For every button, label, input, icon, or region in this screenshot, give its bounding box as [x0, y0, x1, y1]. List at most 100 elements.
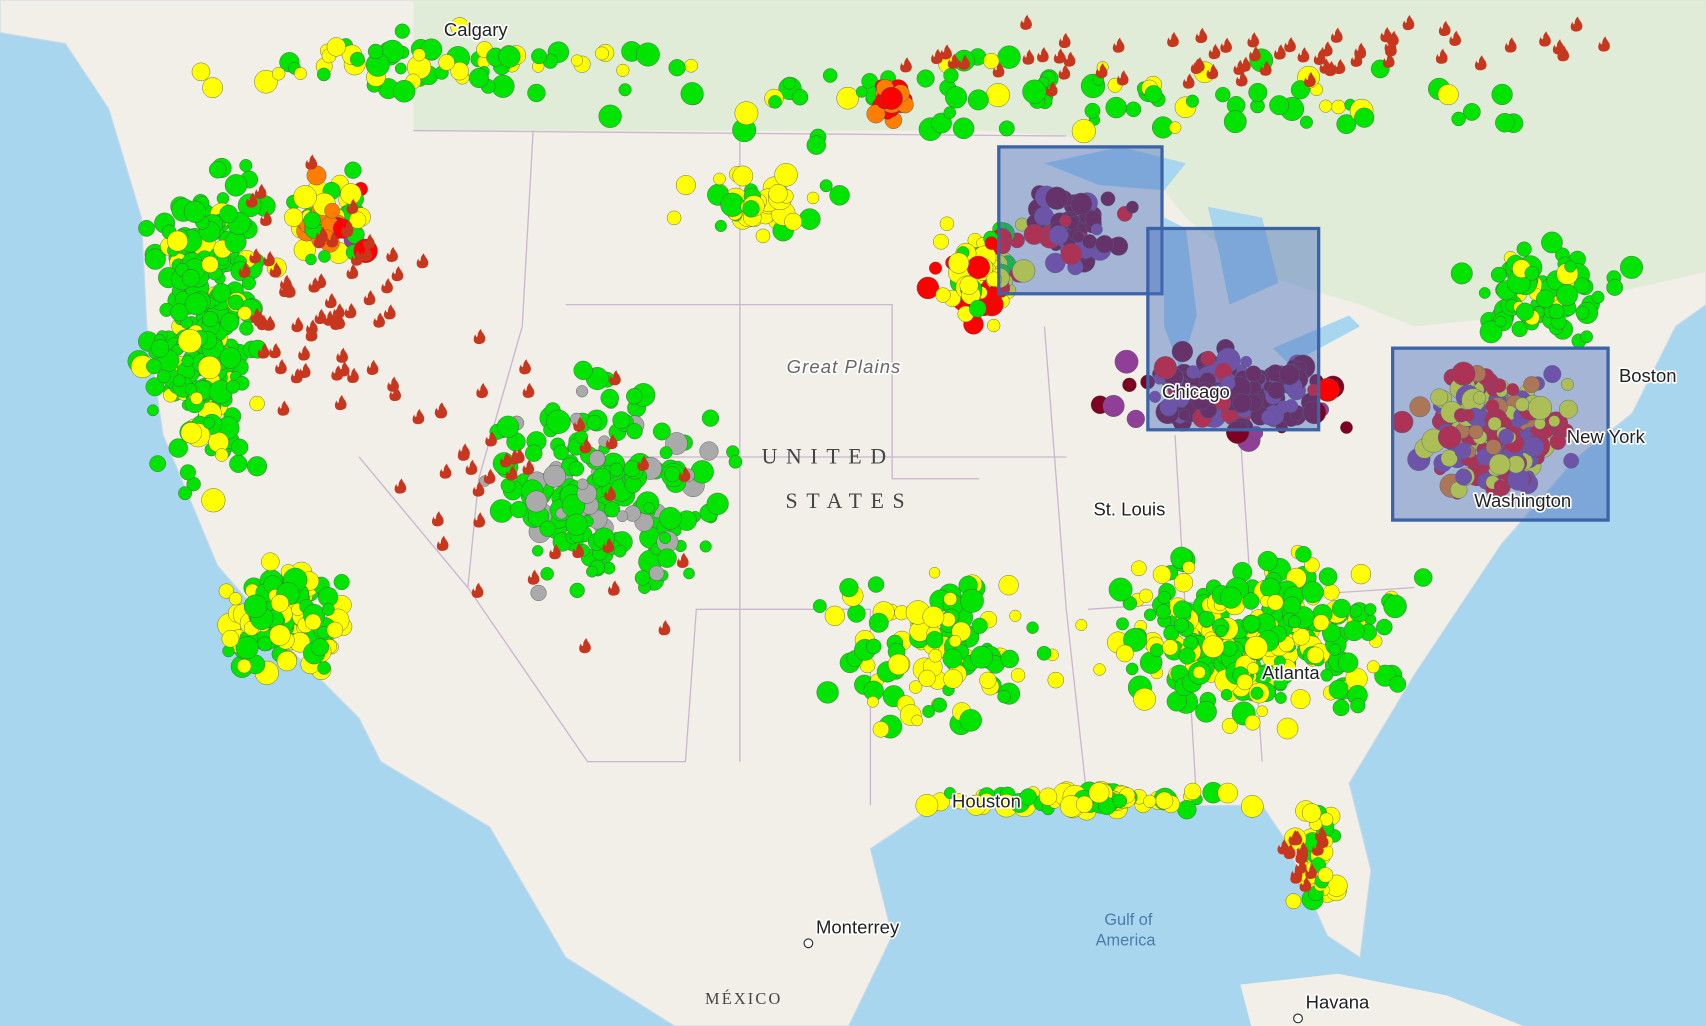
station-marker[interactable] — [791, 88, 809, 106]
station-marker[interactable] — [211, 283, 232, 303]
station-marker[interactable] — [1244, 635, 1268, 660]
station-marker[interactable] — [249, 395, 265, 412]
fire-marker[interactable] — [298, 345, 310, 361]
station-marker[interactable] — [156, 369, 171, 384]
station-marker[interactable] — [498, 45, 521, 68]
station-marker[interactable] — [246, 456, 268, 477]
fire-marker[interactable] — [254, 183, 267, 199]
station-marker[interactable] — [179, 464, 196, 481]
station-marker[interactable] — [294, 67, 307, 80]
station-marker[interactable] — [573, 360, 593, 380]
station-marker[interactable] — [202, 417, 215, 429]
alert-area[interactable] — [997, 145, 1164, 296]
station-marker[interactable] — [1276, 400, 1290, 414]
station-marker[interactable] — [219, 347, 242, 369]
station-marker[interactable] — [1523, 376, 1540, 393]
station-marker[interactable] — [1267, 381, 1285, 400]
station-marker[interactable] — [1323, 584, 1340, 601]
station-marker[interactable] — [1241, 795, 1264, 818]
fire-marker[interactable] — [1570, 16, 1583, 32]
station-marker[interactable] — [1515, 302, 1535, 321]
fire-marker[interactable] — [1402, 14, 1415, 31]
station-marker[interactable] — [1376, 618, 1393, 636]
fire-marker[interactable] — [472, 481, 485, 497]
fire-marker[interactable] — [1063, 51, 1076, 67]
station-marker[interactable] — [1620, 255, 1644, 279]
station-marker[interactable] — [668, 59, 686, 77]
station-marker[interactable] — [684, 58, 698, 73]
station-marker[interactable] — [612, 411, 631, 430]
station-marker[interactable] — [1009, 609, 1022, 622]
station-marker[interactable] — [219, 204, 238, 224]
fire-marker[interactable] — [1206, 63, 1219, 80]
fire-marker[interactable] — [579, 438, 592, 454]
station-marker[interactable] — [1488, 453, 1511, 476]
fire-marker[interactable] — [308, 277, 321, 293]
fire-marker[interactable] — [383, 304, 396, 320]
station-marker[interactable] — [569, 582, 585, 599]
fire-marker[interactable] — [678, 466, 691, 482]
station-marker[interactable] — [310, 638, 330, 657]
station-marker[interactable] — [1039, 787, 1058, 806]
station-marker[interactable] — [915, 794, 939, 817]
station-marker[interactable] — [987, 318, 1001, 333]
station-marker[interactable] — [1232, 393, 1252, 413]
fire-marker[interactable] — [522, 382, 535, 398]
station-marker[interactable] — [150, 339, 170, 358]
station-marker[interactable] — [675, 175, 696, 196]
station-marker[interactable] — [1301, 581, 1324, 604]
station-marker[interactable] — [1095, 235, 1114, 254]
station-marker[interactable] — [1364, 603, 1377, 616]
station-marker[interactable] — [1331, 99, 1346, 115]
fire-marker[interactable] — [579, 637, 591, 654]
station-marker[interactable] — [468, 68, 489, 88]
station-marker[interactable] — [1276, 717, 1299, 740]
station-marker[interactable] — [224, 231, 247, 253]
station-marker[interactable] — [1173, 392, 1189, 408]
station-marker[interactable] — [659, 446, 673, 460]
station-marker[interactable] — [1155, 791, 1174, 810]
station-marker[interactable] — [525, 490, 548, 513]
station-marker[interactable] — [1223, 110, 1247, 134]
fire-marker[interactable] — [1305, 863, 1317, 879]
station-marker[interactable] — [349, 211, 367, 229]
station-marker[interactable] — [1451, 111, 1466, 127]
station-marker[interactable] — [1112, 793, 1128, 809]
station-marker[interactable] — [1479, 320, 1503, 344]
fire-marker[interactable] — [1274, 44, 1286, 60]
station-marker[interactable] — [928, 648, 943, 663]
station-marker[interactable] — [839, 578, 859, 598]
station-marker[interactable] — [241, 276, 256, 291]
station-marker[interactable] — [1516, 241, 1532, 257]
station-marker[interactable] — [1285, 893, 1302, 910]
station-marker[interactable] — [344, 161, 362, 179]
fire-marker[interactable] — [434, 402, 447, 418]
fire-marker[interactable] — [432, 511, 444, 527]
station-marker[interactable] — [1155, 604, 1171, 620]
station-marker[interactable] — [933, 233, 949, 250]
fire-marker[interactable] — [269, 262, 282, 278]
station-marker[interactable] — [201, 488, 226, 513]
station-marker[interactable] — [1493, 479, 1507, 493]
station-marker[interactable] — [806, 135, 826, 155]
station-marker[interactable] — [546, 409, 571, 434]
station-marker[interactable] — [276, 650, 298, 672]
station-marker[interactable] — [184, 292, 208, 316]
station-marker[interactable] — [303, 211, 321, 229]
station-marker[interactable] — [626, 388, 643, 405]
station-marker[interactable] — [1012, 259, 1036, 283]
station-marker[interactable] — [1045, 186, 1069, 210]
station-marker[interactable] — [998, 575, 1019, 596]
station-marker[interactable] — [1548, 303, 1565, 320]
station-marker[interactable] — [1528, 395, 1552, 420]
station-marker[interactable] — [979, 671, 997, 689]
station-marker[interactable] — [1143, 608, 1157, 622]
station-marker[interactable] — [1198, 610, 1215, 628]
station-marker[interactable] — [539, 520, 556, 537]
station-marker[interactable] — [575, 385, 589, 398]
station-marker[interactable] — [824, 605, 845, 626]
station-marker[interactable] — [181, 354, 194, 368]
station-marker[interactable] — [1549, 433, 1567, 450]
fire-marker[interactable] — [500, 452, 512, 468]
station-marker[interactable] — [618, 83, 632, 97]
